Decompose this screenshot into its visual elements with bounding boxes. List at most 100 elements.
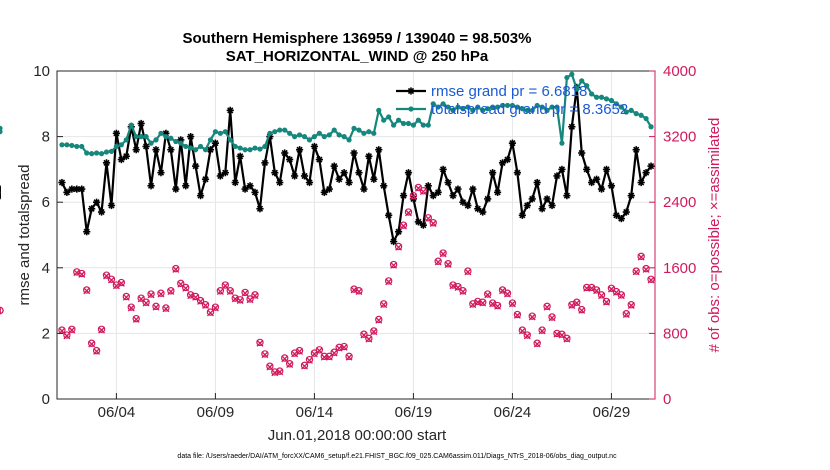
- x-tick-label: 06/29: [593, 404, 631, 421]
- rmse-point: [93, 198, 101, 206]
- totalspread-point: [420, 122, 426, 128]
- assimilated-point: [385, 278, 393, 286]
- rmse-point: [345, 178, 353, 187]
- rmse-point: [261, 159, 269, 167]
- x-axis-label: Jun.01,2018 00:00:00 start: [268, 427, 447, 444]
- totalspread-point: [311, 134, 318, 140]
- rmse-point: [172, 185, 180, 193]
- rmse-point: [612, 211, 620, 219]
- rmse-point: [518, 211, 526, 219]
- possible-point: [172, 264, 180, 273]
- possible-point: [464, 267, 472, 275]
- y-tick-label: 8: [42, 129, 50, 146]
- assimilated-point: [78, 270, 86, 278]
- assimilated-point: [419, 188, 427, 195]
- totalspread-point: [113, 143, 120, 150]
- rmse-point: [597, 185, 606, 193]
- rmse-point: [236, 152, 244, 160]
- possible-point: [182, 283, 190, 292]
- rmse-point: [464, 201, 472, 210]
- totalspread-point: [178, 140, 184, 146]
- possible-point: [483, 290, 492, 298]
- rmse-point: [132, 146, 140, 154]
- totalspread-point: [589, 91, 595, 97]
- possible-point: [177, 279, 185, 288]
- assimilated-point: [395, 243, 403, 251]
- rmse-point: [370, 175, 378, 183]
- rmse-point: [474, 205, 482, 213]
- rmse-point: [147, 182, 155, 190]
- rmse-point: [201, 175, 210, 183]
- assimilated-point: [231, 295, 239, 303]
- rmse-point: [607, 182, 616, 190]
- y-tick-label: 4: [42, 260, 50, 277]
- rmse-point: [241, 185, 249, 193]
- rmse-point: [498, 159, 507, 167]
- totalspread-point: [242, 147, 248, 153]
- totalspread-point: [153, 137, 159, 143]
- possible-point: [226, 287, 234, 295]
- legend-label: rmse grand pr = 6.6818: [431, 83, 587, 100]
- assimilated-point: [622, 311, 630, 318]
- possible-point: [459, 287, 467, 295]
- series-possible: [0, 183, 655, 376]
- assimilated-point: [226, 288, 234, 296]
- rmse-point: [88, 205, 96, 213]
- possible-point: [142, 298, 150, 306]
- y-axis-label: rmse and totalspread: [16, 165, 33, 306]
- possible-point: [528, 312, 536, 320]
- rmse-point: [350, 149, 358, 157]
- possible-point: [325, 352, 333, 361]
- possible-point: [404, 208, 413, 216]
- rmse-point: [489, 169, 497, 177]
- possible-point: [216, 287, 225, 295]
- totalspread-point: [69, 142, 75, 149]
- rmse-point: [484, 195, 492, 203]
- totalspread-point: [232, 143, 238, 150]
- totalspread-point: [450, 107, 456, 113]
- rmse-point: [449, 192, 457, 200]
- totalspread-point: [292, 134, 298, 140]
- totalspread-point: [574, 86, 580, 92]
- assimilated-point: [365, 335, 373, 343]
- rmse-point: [538, 205, 546, 213]
- possible-point: [642, 264, 650, 273]
- assimilated-point: [504, 290, 511, 298]
- totalspread-point: [386, 114, 392, 120]
- totalspread-point: [618, 104, 624, 110]
- assimilated-point: [68, 326, 76, 334]
- possible-point: [602, 297, 611, 306]
- assimilated-point: [211, 304, 219, 312]
- possible-point: [300, 361, 309, 370]
- possible-point: [320, 352, 329, 361]
- totalspread-point: [529, 107, 535, 113]
- possible-point: [68, 325, 76, 333]
- totalspread-point: [593, 94, 600, 100]
- assimilated-point: [122, 293, 130, 301]
- assimilated-point: [315, 347, 323, 355]
- rmse-point: [251, 188, 259, 196]
- rmse-point: [592, 175, 601, 183]
- possible-point: [573, 298, 581, 306]
- rmse-point: [385, 211, 393, 219]
- assimilated-point: [469, 301, 477, 309]
- rmse-point: [305, 178, 314, 187]
- y2-tick-label: 2400: [663, 194, 696, 211]
- assimilated-point: [390, 261, 398, 269]
- rmse-point: [340, 169, 348, 177]
- totalspread-point: [445, 104, 451, 110]
- assimilated-point: [578, 306, 586, 314]
- possible-point: [315, 346, 324, 354]
- assimilated-point: [409, 193, 417, 200]
- totalspread-point: [623, 109, 629, 115]
- totalspread-point: [207, 137, 214, 143]
- totalspread-point: [326, 132, 332, 138]
- possible-point: [434, 257, 442, 265]
- totalspread-point: [138, 134, 144, 140]
- possible-point: [647, 275, 655, 283]
- totalspread-point: [74, 143, 80, 150]
- rmse-point: [63, 188, 71, 196]
- rmse-point: [543, 195, 551, 203]
- assimilated-point: [236, 297, 244, 305]
